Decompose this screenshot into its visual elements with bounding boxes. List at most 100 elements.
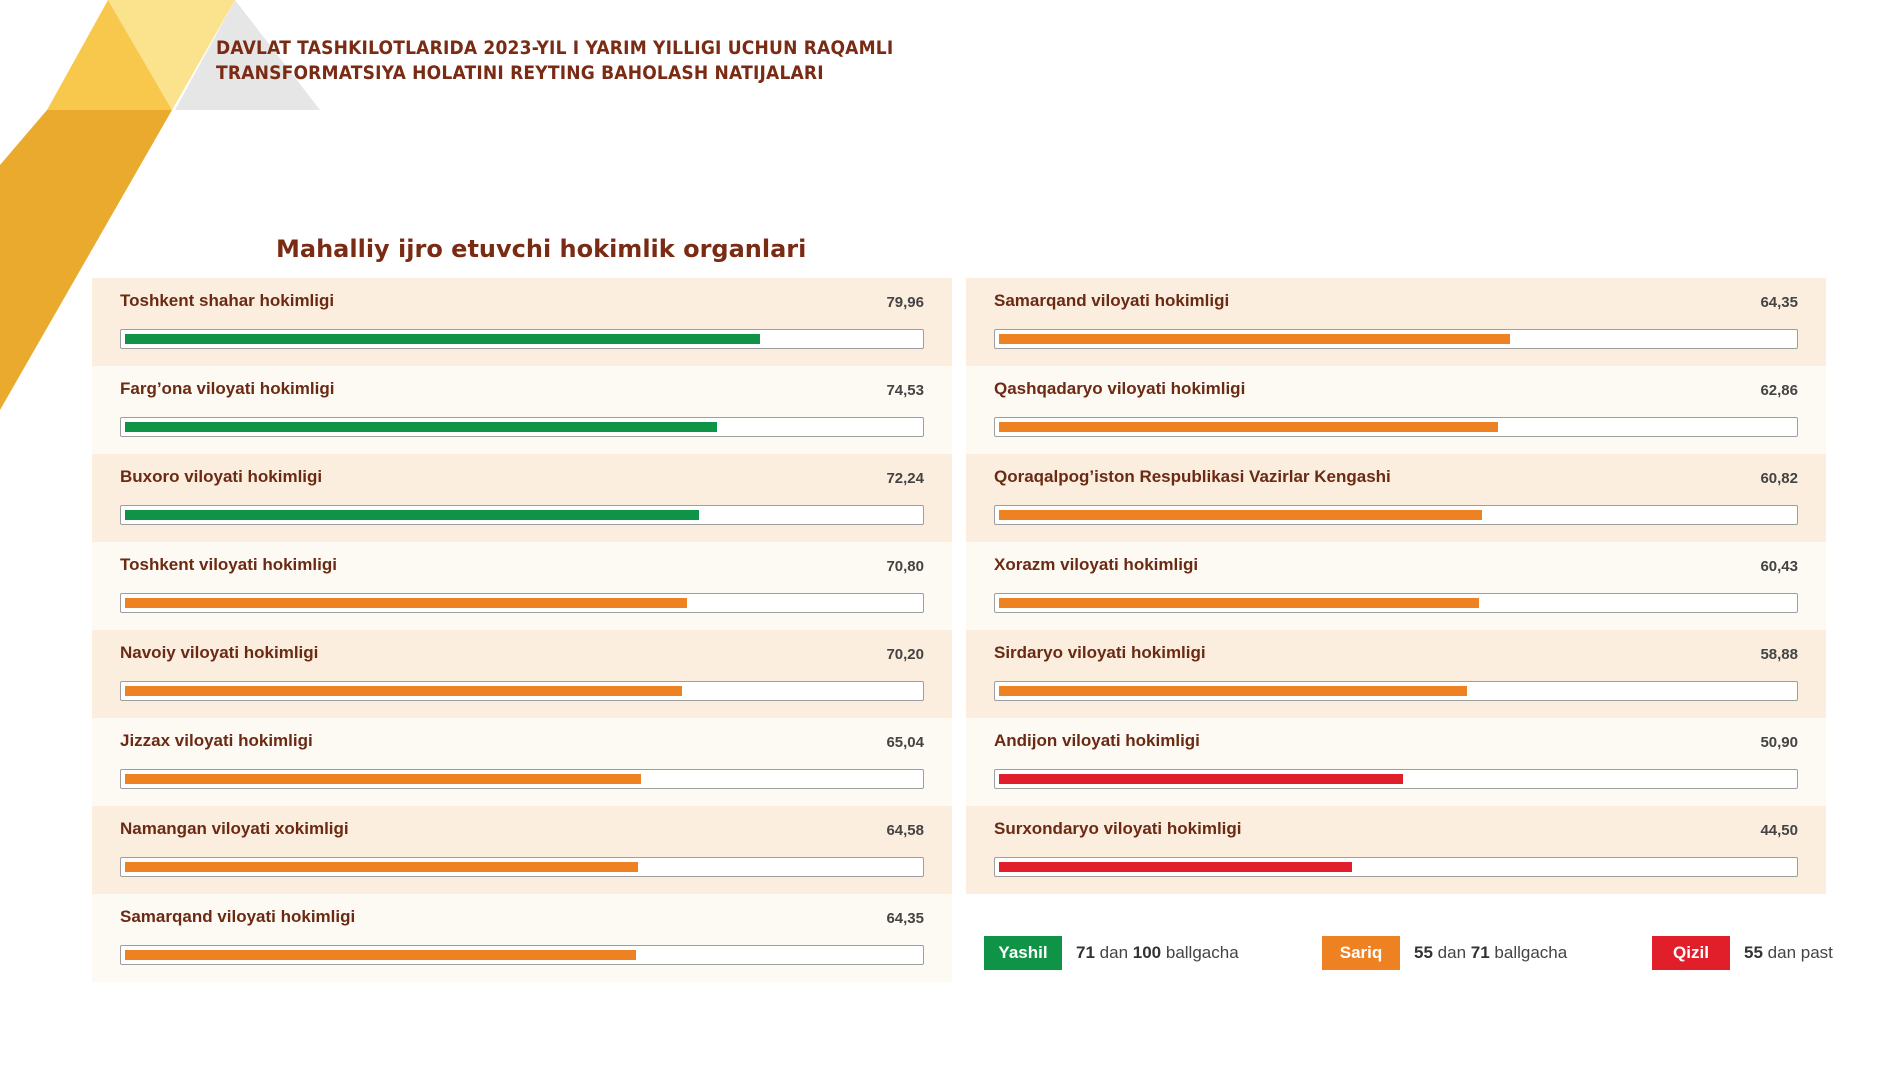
legend-green-to: 100 (1132, 943, 1162, 962)
bar-fill (999, 774, 1403, 784)
bar-row: Qashqadaryo viloyati hokimligi 62,86 (966, 366, 1826, 454)
deco-yellow-triangle (47, 0, 172, 110)
bar-fill (999, 862, 1352, 872)
bar-row: Andijon viloyati hokimligi 50,90 (966, 718, 1826, 806)
bar-value-label: 50,90 (1760, 734, 1798, 751)
bar-fill (125, 774, 641, 784)
bar-row: Surxondaryo viloyati hokimligi 44,50 (966, 806, 1826, 894)
bar-label: Buxoro viloyati hokimligi (120, 467, 323, 486)
legend-desc-orange: 55 dan 71 ballgacha (1414, 943, 1567, 963)
legend-orange-word-dan: dan (1437, 943, 1467, 962)
bar-track (994, 505, 1798, 525)
bar-row: Navoiy viloyati hokimligi 70,20 (92, 630, 952, 718)
bar-row: Toshkent shahar hokimligi 79,96 (92, 278, 952, 366)
chart-column-right: Samarqand viloyati hokimligi 64,35 Qashqad… (966, 278, 1826, 894)
bar-value-label: 70,80 (886, 558, 924, 575)
bar-label: Sirdaryo viloyati hokimligi (994, 643, 1206, 662)
bar-track (120, 505, 924, 525)
legend-orange-from: 55 (1414, 943, 1433, 962)
bar-label: Qoraqalpog’iston Respublikasi Vazirlar K… (994, 467, 1391, 486)
legend-orange-to: 71 (1470, 943, 1490, 962)
bar-track (994, 417, 1798, 437)
legend-swatch-green: Yashil (984, 936, 1062, 970)
bar-track (120, 329, 924, 349)
bar-label: Andijon viloyati hokimligi (994, 731, 1200, 750)
bar-fill (999, 422, 1498, 432)
bar-fill (999, 598, 1479, 608)
legend-red-word-dan: dan (1767, 943, 1797, 962)
bar-fill (999, 334, 1510, 344)
bar-label: Surxondaryo viloyati hokimligi (994, 819, 1242, 838)
deco-gray-triangle (175, 0, 320, 110)
chart-column-left: Toshkent shahar hokimligi 79,96 Farg’ona v… (92, 278, 952, 982)
bar-track (120, 417, 924, 437)
bar-value-label: 64,58 (886, 822, 924, 839)
bar-row: Xorazm viloyati hokimligi 60,43 (966, 542, 1826, 630)
bar-fill (125, 950, 636, 960)
bar-fill (125, 422, 717, 432)
bar-fill (999, 686, 1467, 696)
bar-label: Navoiy viloyati hokimligi (120, 643, 319, 662)
legend-item-red: Qizil 55 dan past (1652, 936, 1892, 970)
bar-row: Sirdaryo viloyati hokimligi 58,88 (966, 630, 1826, 718)
bar-label: Xorazm viloyati hokimligi (994, 555, 1199, 574)
bar-fill (125, 686, 682, 696)
bar-label: Samarqand viloyati hokimligi (994, 291, 1230, 310)
bar-label: Toshkent viloyati hokimligi (120, 555, 337, 574)
legend-desc-red: 55 dan past (1744, 943, 1833, 963)
page-title-line-1: DAVLAT TASHKILOTLARIDA 2023-YIL I YARIM … (216, 37, 894, 59)
bar-track (994, 681, 1798, 701)
legend-red-from: 55 (1744, 943, 1763, 962)
bar-row: Samarqand viloyati hokimligi 64,35 (966, 278, 1826, 366)
bar-value-label: 60,82 (1760, 470, 1798, 487)
bar-track (994, 593, 1798, 613)
bar-label: Namangan viloyati xokimligi (120, 819, 349, 838)
bar-label: Qashqadaryo viloyati hokimligi (994, 379, 1246, 398)
page-title-line-2: TRANSFORMATSIYA HOLATINI REYTING BAHOLAS… (216, 62, 824, 84)
bar-label: Samarqand viloyati hokimligi (120, 907, 356, 926)
bar-row: Qoraqalpog’iston Respublikasi Vazirlar K… (966, 454, 1826, 542)
legend-desc-green: 71 dan 100 ballgacha (1076, 943, 1239, 963)
legend-green-from: 71 (1076, 943, 1095, 962)
bar-track (994, 769, 1798, 789)
bar-value-label: 65,04 (886, 734, 924, 751)
bar-fill (125, 334, 760, 344)
bar-track (994, 329, 1798, 349)
legend-red-unit: past (1800, 943, 1833, 962)
bar-label: Jizzax viloyati hokimligi (120, 731, 313, 750)
bar-value-label: 58,88 (1760, 646, 1798, 663)
chart-title: Mahalliy ijro etuvchi hokimlik organlari (276, 235, 807, 263)
bar-value-label: 64,35 (886, 910, 924, 927)
bar-value-label: 44,50 (1760, 822, 1798, 839)
bar-value-label: 72,24 (886, 470, 924, 487)
legend-green-unit: ballgacha (1165, 943, 1239, 962)
decorative-shapes (0, 0, 320, 410)
bar-fill (125, 598, 687, 608)
bar-track (120, 857, 924, 877)
bar-value-label: 70,20 (886, 646, 924, 663)
bar-value-label: 62,86 (1760, 382, 1798, 399)
bar-row: Namangan viloyati xokimligi 64,58 (92, 806, 952, 894)
bar-value-label: 64,35 (1760, 294, 1798, 311)
page-title: DAVLAT TASHKILOTLARIDA 2023-YIL I YARIM … (216, 36, 1026, 86)
bar-row: Farg’ona viloyati hokimligi 74,53 (92, 366, 952, 454)
legend-item-green: Yashil 71 dan 100 ballgacha (984, 936, 1264, 970)
bar-fill (999, 510, 1482, 520)
legend-green-word-dan: dan (1099, 943, 1129, 962)
bar-label: Farg’ona viloyati hokimligi (120, 379, 335, 398)
bar-row: Jizzax viloyati hokimligi 65,04 (92, 718, 952, 806)
bar-row: Toshkent viloyati hokimligi 70,80 (92, 542, 952, 630)
bar-track (120, 681, 924, 701)
legend-orange-unit: ballgacha (1494, 943, 1568, 962)
bar-label: Toshkent shahar hokimligi (120, 291, 335, 310)
deco-light-yellow-shape (108, 0, 235, 110)
bar-fill (125, 862, 638, 872)
bar-track (120, 769, 924, 789)
bar-fill (125, 510, 699, 520)
legend-swatch-red: Qizil (1652, 936, 1730, 970)
bar-track (120, 593, 924, 613)
bar-row: Buxoro viloyati hokimligi 72,24 (92, 454, 952, 542)
legend-item-orange: Sariq 55 dan 71 ballgacha (1322, 936, 1602, 970)
bar-value-label: 60,43 (1760, 558, 1798, 575)
bar-value-label: 74,53 (886, 382, 924, 399)
